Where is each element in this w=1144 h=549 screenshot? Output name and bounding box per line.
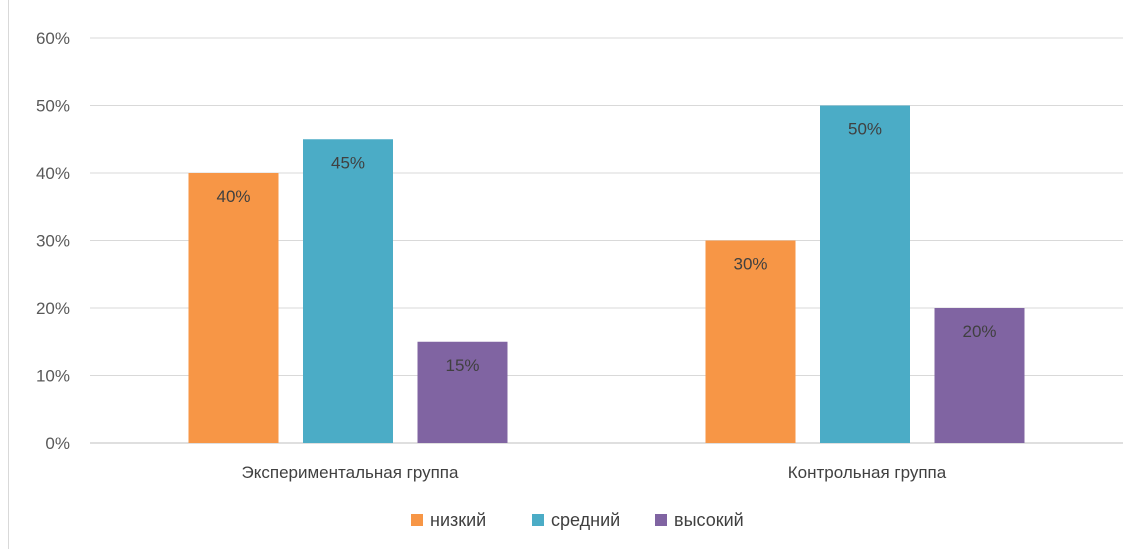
y-tick-label: 50%: [36, 97, 70, 116]
y-tick-label: 0%: [45, 434, 70, 453]
y-axis-tick-labels: 0% 10% 20% 30% 40% 50% 60%: [36, 29, 70, 453]
data-label: 20%: [962, 322, 996, 341]
data-label: 50%: [848, 120, 882, 139]
data-label: 45%: [331, 153, 365, 172]
bar-высокий-1: [934, 308, 1025, 443]
data-label: 30%: [733, 255, 767, 274]
bar-низкий-1: [705, 240, 796, 443]
y-tick-label: 10%: [36, 367, 70, 386]
y-tick-label: 60%: [36, 29, 70, 48]
y-tick-label: 20%: [36, 299, 70, 318]
category-label: Контрольная группа: [788, 463, 947, 482]
data-labels: 40% 30% 45% 50% 15% 20%: [216, 120, 996, 375]
bars: [188, 105, 1025, 443]
legend-label: средний: [551, 510, 620, 530]
chart-frame-line: [8, 0, 9, 549]
y-tick-label: 30%: [36, 232, 70, 251]
category-label: Экспериментальная группа: [242, 463, 459, 482]
legend-label: низкий: [430, 510, 486, 530]
bar-средний-0: [303, 139, 393, 443]
bar-низкий-0: [188, 173, 279, 443]
y-tick-label: 40%: [36, 164, 70, 183]
data-label: 15%: [445, 356, 479, 375]
bar-высокий-0: [417, 341, 508, 443]
legend-swatch-2: [655, 514, 667, 526]
legend-label: высокий: [674, 510, 744, 530]
bar-средний-1: [820, 105, 910, 443]
legend: низкий средний высокий: [411, 510, 744, 530]
category-labels: Экспериментальная группа Контрольная груп…: [242, 463, 947, 482]
legend-swatch-0: [411, 514, 423, 526]
data-label: 40%: [216, 187, 250, 206]
legend-swatch-1: [532, 514, 544, 526]
